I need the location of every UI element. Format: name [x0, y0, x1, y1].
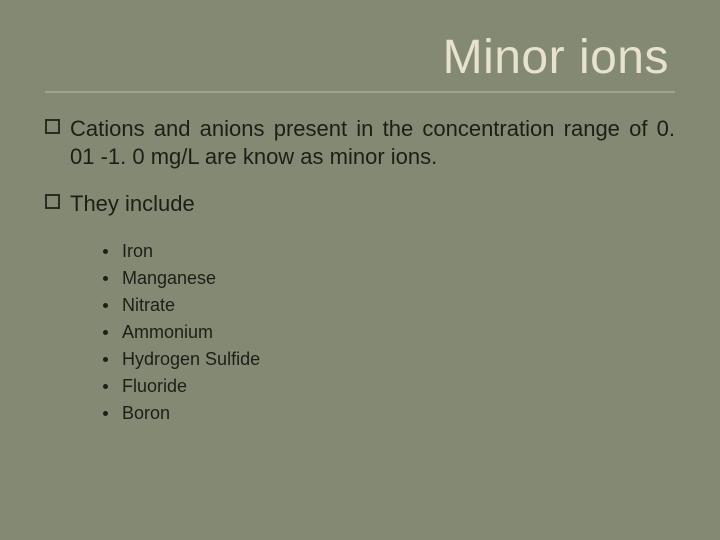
bullet-list: Iron Manganese Nitrate Ammonium Hydrogen… [103, 238, 675, 427]
bullet-dot-icon [103, 357, 108, 362]
bullet-dot-icon [103, 330, 108, 335]
list-item-text: Manganese [122, 265, 216, 292]
square-bullet-icon [45, 119, 60, 134]
list-item-text: Ammonium [122, 319, 213, 346]
bullet-dot-icon [103, 384, 108, 389]
bullet-dot-icon [103, 249, 108, 254]
list-item-text: Nitrate [122, 292, 175, 319]
bullet-dot-icon [103, 411, 108, 416]
paragraph: They include [45, 190, 675, 218]
list-item: Manganese [103, 265, 675, 292]
list-item-text: Fluoride [122, 373, 187, 400]
paragraph-text: Cations and anions present in the concen… [70, 115, 675, 170]
slide: Minor ions Cations and anions present in… [0, 0, 720, 540]
list-item-text: Iron [122, 238, 153, 265]
list-item: Boron [103, 400, 675, 427]
list-item-text: Boron [122, 400, 170, 427]
paragraph: Cations and anions present in the concen… [45, 115, 675, 170]
paragraph-text: They include [70, 190, 675, 218]
list-item: Hydrogen Sulfide [103, 346, 675, 373]
bullet-dot-icon [103, 276, 108, 281]
title-divider [45, 91, 675, 93]
square-bullet-icon [45, 194, 60, 209]
title-text: Minor ions [443, 31, 669, 84]
bullet-dot-icon [103, 303, 108, 308]
list-item: Nitrate [103, 292, 675, 319]
list-item: Ammonium [103, 319, 675, 346]
list-item: Fluoride [103, 373, 675, 400]
list-item-text: Hydrogen Sulfide [122, 346, 260, 373]
list-item: Iron [103, 238, 675, 265]
slide-title: Minor ions [45, 30, 675, 85]
